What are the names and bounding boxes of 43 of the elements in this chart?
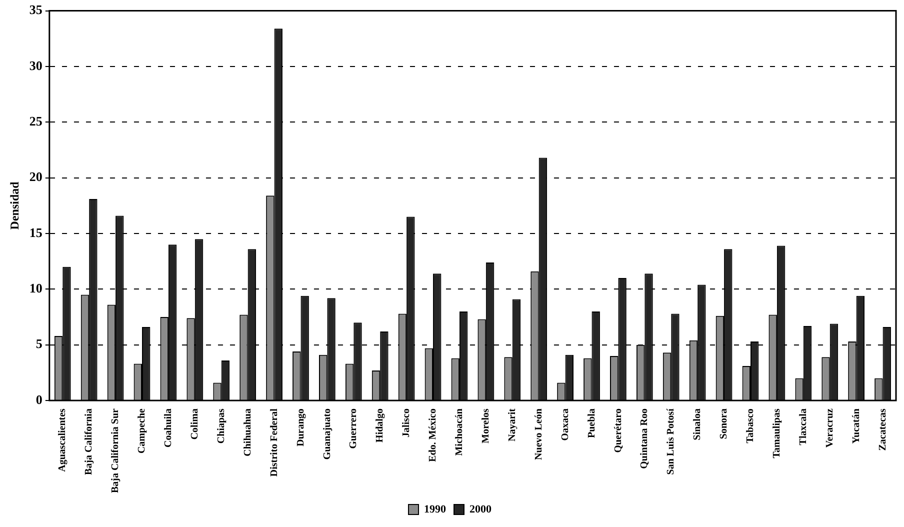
y-tick-label: 30 bbox=[29, 58, 42, 73]
y-tick-label: 20 bbox=[29, 169, 42, 184]
y-tick-label: 5 bbox=[36, 336, 43, 352]
y-tick-label: 35 bbox=[29, 2, 43, 18]
x-tick-label: Campeche bbox=[136, 408, 148, 454]
x-tick-label: Tamaulipas bbox=[772, 408, 783, 458]
x-tick-label: Distrito Federal bbox=[268, 408, 280, 477]
x-tick-label: Quintana Roo bbox=[639, 408, 650, 469]
x-tick-label: Oaxaca bbox=[560, 408, 571, 441]
x-tick-label: Coahuila bbox=[163, 408, 174, 448]
legend-label: 2000 bbox=[470, 503, 492, 516]
x-tick-label: Sinaloa bbox=[692, 408, 704, 440]
y-tick-label: 25 bbox=[29, 114, 43, 129]
x-tick-label: San Luis Potosí bbox=[666, 408, 677, 475]
x-tick-label: Veracruz bbox=[824, 408, 836, 448]
x-tick-label: Yucatán bbox=[850, 408, 862, 444]
x-tick-label: Edo. México bbox=[428, 408, 439, 462]
y-tick-label: 15 bbox=[29, 224, 43, 240]
x-tick-label: Querétaro bbox=[612, 408, 624, 453]
x-tick-label: Guerrero bbox=[348, 408, 360, 449]
x-tick-label: Michoacán bbox=[454, 408, 466, 456]
x-tick-label: Baja California Sur bbox=[110, 408, 122, 494]
x-tick-label: Baja California bbox=[84, 408, 95, 475]
x-tick-label: Jalisco bbox=[401, 408, 412, 438]
x-tick-label: Durango bbox=[295, 408, 306, 446]
y-tick-label: 0 bbox=[36, 392, 42, 407]
x-tick-label: Nayarit bbox=[506, 408, 518, 442]
x-tick-label: Nuevo León bbox=[533, 408, 544, 460]
x-tick-label: Hidalgo bbox=[374, 408, 386, 442]
x-tick-label: Sonora bbox=[718, 408, 730, 440]
y-tick-label: 10 bbox=[29, 280, 42, 296]
x-tick-label: Guanajuato bbox=[322, 408, 333, 460]
x-tick-label: Aguascalientes bbox=[57, 408, 68, 472]
x-tick-label: Tabasco bbox=[745, 408, 756, 444]
x-tick-label: Zacatecas bbox=[877, 408, 888, 451]
x-tick-label: Puebla bbox=[586, 408, 598, 438]
x-tick-label: Morelos bbox=[480, 408, 492, 444]
x-tick-label: Tlaxcala bbox=[798, 408, 809, 446]
x-tick-label: Chihuahua bbox=[242, 408, 254, 456]
x-tick-label: Colima bbox=[189, 408, 200, 440]
legend-label: 1990 bbox=[424, 503, 446, 516]
x-tick-label: Chiapas bbox=[216, 408, 227, 444]
y-axis-title: Densidad bbox=[7, 181, 22, 230]
